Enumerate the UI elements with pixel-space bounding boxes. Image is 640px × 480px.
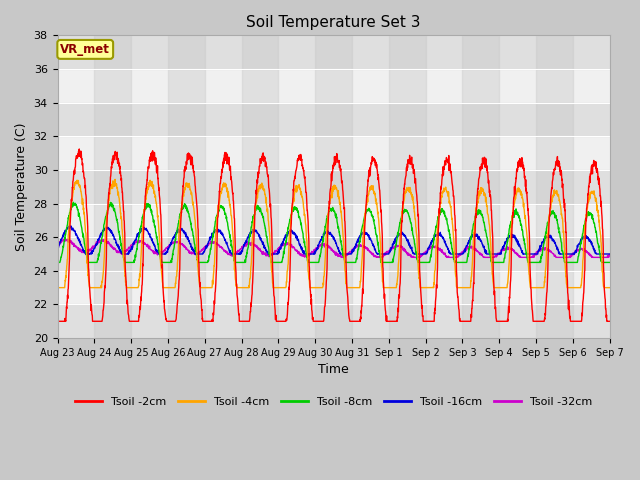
Tsoil -8cm: [54, 260, 61, 265]
Line: Tsoil -16cm: Tsoil -16cm: [58, 226, 610, 254]
Tsoil -2cm: [350, 318, 358, 324]
Tsoil -32cm: [339, 254, 346, 260]
Bar: [241, 36, 278, 338]
Tsoil -32cm: [54, 242, 61, 248]
Tsoil -4cm: [111, 177, 119, 182]
Tsoil -4cm: [208, 285, 216, 290]
Tsoil -2cm: [208, 318, 216, 324]
Tsoil -16cm: [606, 251, 614, 257]
Legend: Tsoil -2cm, Tsoil -4cm, Tsoil -8cm, Tsoil -16cm, Tsoil -32cm: Tsoil -2cm, Tsoil -4cm, Tsoil -8cm, Tsoi…: [70, 392, 597, 411]
Tsoil -4cm: [557, 207, 565, 213]
Bar: [388, 36, 426, 338]
X-axis label: Time: Time: [318, 363, 349, 376]
Tsoil -4cm: [494, 285, 502, 290]
Tsoil -16cm: [82, 251, 90, 257]
Tsoil -32cm: [350, 247, 358, 252]
Tsoil -32cm: [573, 248, 580, 254]
Tsoil -8cm: [70, 199, 77, 205]
Bar: [94, 36, 131, 338]
Text: VR_met: VR_met: [60, 43, 110, 56]
Tsoil -32cm: [60, 236, 68, 242]
Tsoil -16cm: [54, 246, 61, 252]
Bar: [536, 36, 573, 338]
Tsoil -32cm: [362, 244, 370, 250]
Tsoil -8cm: [362, 209, 369, 215]
Y-axis label: Soil Temperature (C): Soil Temperature (C): [15, 122, 28, 251]
Tsoil -8cm: [573, 260, 580, 265]
Tsoil -16cm: [557, 251, 565, 257]
Bar: [58, 237, 610, 271]
Tsoil -16cm: [350, 247, 358, 252]
Tsoil -4cm: [350, 285, 358, 290]
Tsoil -8cm: [208, 240, 216, 246]
Tsoil -4cm: [573, 285, 580, 290]
Tsoil -8cm: [350, 260, 358, 265]
Bar: [58, 304, 610, 338]
Bar: [315, 36, 352, 338]
Tsoil -8cm: [606, 260, 614, 265]
Tsoil -4cm: [54, 285, 61, 290]
Line: Tsoil -2cm: Tsoil -2cm: [58, 149, 610, 321]
Tsoil -2cm: [606, 318, 614, 324]
Bar: [58, 170, 610, 204]
Bar: [462, 36, 499, 338]
Line: Tsoil -32cm: Tsoil -32cm: [58, 239, 610, 257]
Tsoil -32cm: [208, 240, 216, 246]
Tsoil -2cm: [362, 207, 369, 213]
Tsoil -4cm: [606, 285, 614, 290]
Tsoil -16cm: [573, 246, 580, 252]
Bar: [168, 36, 205, 338]
Tsoil -2cm: [54, 318, 61, 324]
Tsoil -2cm: [76, 146, 83, 152]
Tsoil -32cm: [495, 251, 502, 256]
Line: Tsoil -8cm: Tsoil -8cm: [58, 202, 610, 263]
Tsoil -2cm: [494, 318, 502, 324]
Tsoil -32cm: [557, 254, 565, 260]
Tsoil -2cm: [573, 318, 580, 324]
Bar: [58, 103, 610, 136]
Bar: [58, 36, 610, 69]
Tsoil -16cm: [208, 230, 216, 236]
Line: Tsoil -4cm: Tsoil -4cm: [58, 180, 610, 288]
Tsoil -16cm: [67, 223, 75, 228]
Tsoil -16cm: [362, 230, 370, 236]
Tsoil -8cm: [494, 260, 502, 265]
Title: Soil Temperature Set 3: Soil Temperature Set 3: [246, 15, 421, 30]
Tsoil -8cm: [557, 239, 565, 244]
Tsoil -16cm: [495, 251, 502, 257]
Tsoil -2cm: [557, 171, 565, 177]
Tsoil -4cm: [362, 206, 369, 212]
Tsoil -32cm: [606, 252, 614, 257]
